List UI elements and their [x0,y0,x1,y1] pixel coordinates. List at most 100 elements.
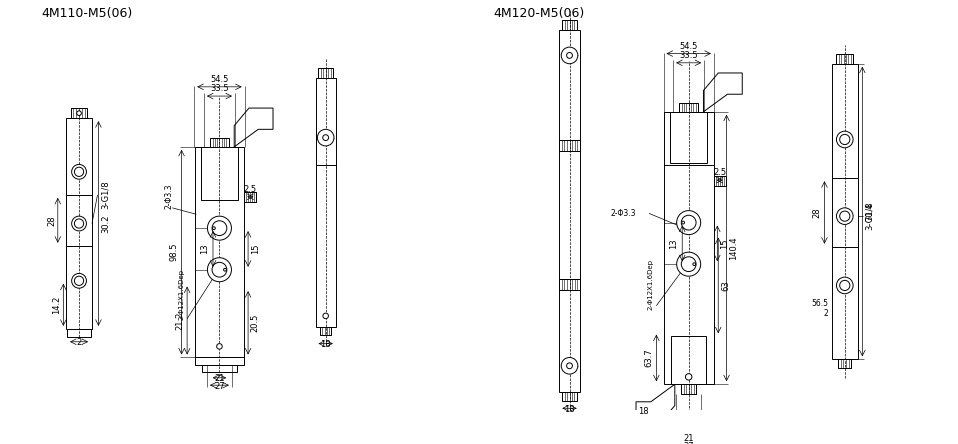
Text: 27: 27 [683,442,694,444]
Bar [672,336,706,384]
Bar [201,147,238,200]
Circle shape [840,135,850,145]
Circle shape [840,211,850,221]
Text: 33.5: 33.5 [210,84,229,93]
Circle shape [75,167,83,176]
Text: 2-Φ12X1.6Dep: 2-Φ12X1.6Dep [178,269,185,320]
Circle shape [685,374,692,380]
Bar [714,175,725,186]
Circle shape [561,357,578,374]
Text: 2.5: 2.5 [713,168,726,177]
Text: 21: 21 [683,434,694,444]
Text: 18: 18 [320,340,331,349]
Text: 20.5: 20.5 [251,313,260,332]
Circle shape [223,268,226,271]
Circle shape [681,215,696,230]
Text: 2-Φ12X1.6Dep: 2-Φ12X1.6Dep [648,259,653,310]
Bar [71,108,87,118]
Text: 3-G1/8: 3-G1/8 [101,181,109,209]
Circle shape [317,129,334,146]
Bar [559,140,580,151]
Bar [559,279,580,290]
Circle shape [682,221,685,224]
Text: 28: 28 [812,207,822,218]
Circle shape [323,135,329,141]
Circle shape [676,210,700,234]
Circle shape [561,47,578,64]
Text: 13: 13 [200,244,209,254]
Bar [664,112,714,384]
Circle shape [836,208,853,225]
Polygon shape [703,73,742,112]
Text: 63: 63 [721,280,730,291]
Circle shape [566,52,573,58]
Bar [194,147,244,357]
Circle shape [840,280,850,290]
Circle shape [676,252,700,276]
Text: 56.5: 56.5 [811,299,828,309]
Text: 70.4: 70.4 [865,202,874,221]
Text: 28: 28 [47,215,56,226]
Bar [836,55,853,64]
Text: 21: 21 [215,374,225,383]
Text: 4M110-M5(06): 4M110-M5(06) [41,8,132,20]
Circle shape [213,227,216,230]
Text: 63.7: 63.7 [645,349,653,367]
Bar [671,112,707,163]
Bar [681,384,696,394]
Polygon shape [234,108,273,147]
Text: 18: 18 [564,405,575,414]
Bar [562,392,577,401]
Bar [679,103,698,112]
Bar [315,78,336,327]
Text: 2.5: 2.5 [244,185,257,194]
Circle shape [77,111,81,115]
Text: 2: 2 [824,309,828,317]
Bar [318,68,333,78]
Bar [320,327,331,335]
Circle shape [323,313,329,319]
Circle shape [212,262,227,277]
Circle shape [208,216,232,240]
Circle shape [72,216,86,231]
Text: 98.5: 98.5 [170,243,179,262]
Text: 33.5: 33.5 [679,51,698,60]
Circle shape [75,276,83,285]
Text: 2: 2 [77,338,81,347]
Bar [210,138,229,147]
Circle shape [836,277,853,294]
Text: 18: 18 [638,408,649,416]
Text: 27: 27 [215,382,225,391]
Text: 21.2: 21.2 [175,311,184,330]
Bar [66,118,92,329]
Circle shape [72,274,86,288]
Polygon shape [636,384,674,423]
Text: 15: 15 [720,238,729,249]
Text: 54.5: 54.5 [210,75,229,84]
Circle shape [681,257,696,272]
Bar [202,365,237,372]
Circle shape [566,363,573,369]
Text: 3-G1/8: 3-G1/8 [865,202,875,230]
Text: 140.4: 140.4 [729,236,739,260]
Bar [67,329,91,337]
Text: 14.2: 14.2 [53,296,61,314]
Text: 30.2: 30.2 [102,214,110,233]
Text: 54.5: 54.5 [679,42,697,51]
Bar [832,64,857,359]
Bar [244,192,257,202]
Text: 15: 15 [251,244,260,254]
Circle shape [217,344,222,349]
Bar [562,20,577,30]
Circle shape [836,131,853,148]
Circle shape [208,258,232,282]
Circle shape [693,263,696,266]
Circle shape [212,221,227,235]
Text: 4M120-M5(06): 4M120-M5(06) [493,8,585,20]
Text: 2-Φ3.3: 2-Φ3.3 [610,209,636,218]
Bar [838,359,852,368]
Bar [559,30,580,392]
Bar [194,357,244,365]
Circle shape [72,164,86,179]
Text: 13: 13 [670,238,678,249]
